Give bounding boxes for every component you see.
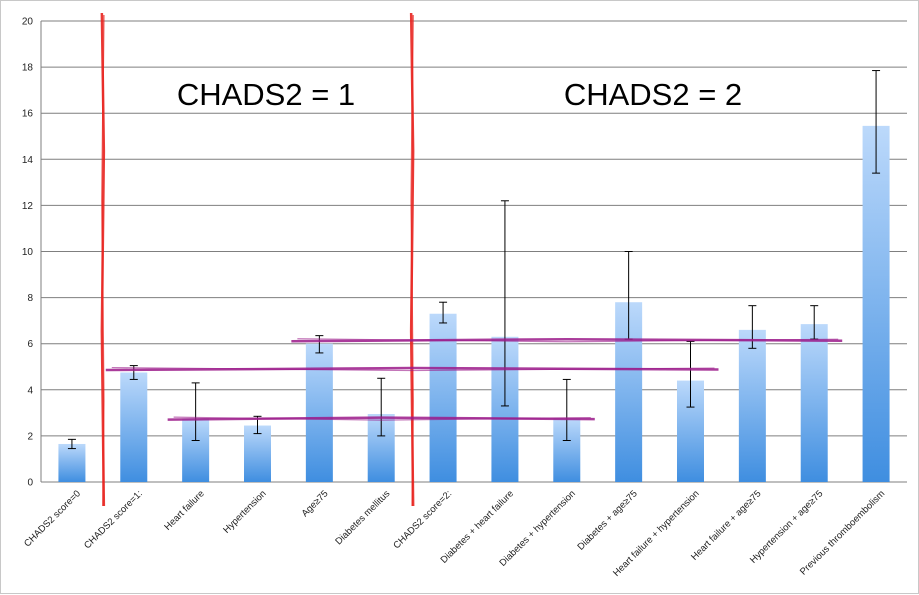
bars bbox=[58, 125, 890, 482]
x-category-label: Age≥75 bbox=[300, 488, 331, 519]
bar bbox=[862, 125, 890, 482]
x-category-label: CHADS2 score=0 bbox=[22, 488, 83, 549]
x-category-label: Heart failure bbox=[162, 488, 206, 532]
group-separator-line bbox=[101, 14, 105, 507]
group2-label: CHADS2 = 2 bbox=[564, 77, 742, 112]
x-category-label: Diabetes + age≥75 bbox=[575, 488, 639, 552]
bar bbox=[800, 324, 828, 482]
reference-line bbox=[111, 366, 715, 372]
bar bbox=[429, 313, 457, 482]
y-tick-label: 8 bbox=[27, 293, 33, 304]
y-tick-label: 12 bbox=[22, 201, 34, 212]
x-category-label: CHADS2 score=2: bbox=[391, 488, 454, 551]
reference-lines bbox=[105, 337, 843, 421]
y-tick-label: 18 bbox=[22, 63, 34, 74]
bar bbox=[244, 425, 271, 482]
bar bbox=[120, 372, 148, 482]
x-axis-labels: CHADS2 score=0 CHADS2 score=1: Heart failu… bbox=[22, 488, 887, 579]
grid-lines bbox=[40, 20, 907, 483]
y-tick-label: 20 bbox=[22, 17, 34, 28]
y-tick-label: 16 bbox=[22, 109, 34, 120]
x-category-label: CHADS2 score=1: bbox=[82, 488, 145, 551]
x-category-label: Hypertension bbox=[221, 488, 268, 535]
x-category-label: Diabetes mellitus bbox=[333, 488, 392, 547]
y-axis-ticks: 0 2 4 6 8 10 12 14 16 18 20 bbox=[22, 17, 34, 489]
bar bbox=[738, 329, 766, 482]
y-tick-label: 6 bbox=[27, 339, 33, 350]
reference-line bbox=[297, 338, 839, 343]
group-separator-line bbox=[410, 14, 414, 507]
x-category-label: Heart failure + age≥75 bbox=[689, 488, 763, 562]
y-tick-label: 2 bbox=[27, 431, 33, 442]
bar bbox=[58, 443, 86, 482]
y-tick-label: 14 bbox=[22, 155, 34, 166]
reference-line bbox=[173, 416, 591, 421]
y-tick-label: 4 bbox=[27, 385, 33, 396]
group1-label: CHADS2 = 1 bbox=[177, 77, 355, 112]
bar bbox=[305, 343, 333, 482]
y-tick-label: 0 bbox=[27, 478, 33, 489]
y-tick-label: 10 bbox=[22, 247, 34, 258]
